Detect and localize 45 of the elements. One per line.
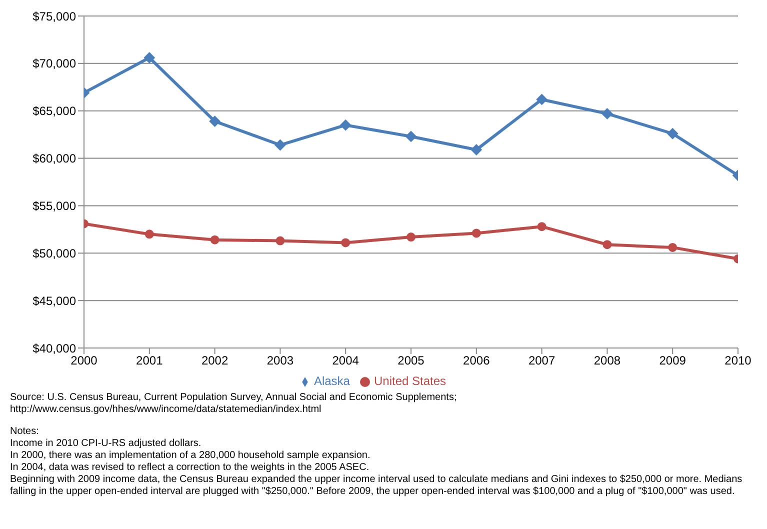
point	[602, 108, 613, 120]
point	[276, 236, 285, 246]
source-note: Source: U.S. Census Bureau, Current Population Survey, Annual Social and Economic Supplements; http://www.census.gov/hhes/www/income/data/statemedian/index.html	[10, 392, 458, 416]
point	[340, 120, 352, 131]
x-tick-label: 2004	[332, 354, 360, 368]
x-tick-label: 2009	[659, 354, 686, 368]
point	[668, 242, 678, 252]
point	[472, 228, 481, 238]
y-tick-label: $40,000	[32, 341, 76, 356]
point	[470, 144, 482, 156]
x-tick-label: 2003	[266, 354, 294, 368]
point	[144, 230, 154, 239]
x-tick-label: 2007	[528, 354, 556, 368]
point	[602, 240, 612, 250]
x-tick-label: 2008	[594, 354, 621, 368]
x-tick-label: 2010	[724, 354, 752, 368]
legend-label: Alaska	[314, 374, 350, 388]
point	[406, 130, 416, 142]
y-tick-label: $50,000	[32, 246, 76, 260]
text: In 2004, data was revised to reflect a correction to the weights in the 2005 ASEC.	[10, 462, 370, 474]
y-tick-label: $55,000	[32, 198, 76, 213]
y-tick-label: $60,000	[32, 152, 76, 166]
y-tick-label: $75,000	[32, 9, 76, 24]
point	[209, 116, 220, 127]
point	[537, 222, 546, 232]
text: In 2000, there was an implementation of a 280,000 household sample expansion.	[10, 450, 372, 462]
point	[667, 128, 678, 140]
y-tick-label: $45,000	[32, 294, 76, 308]
point	[536, 94, 548, 105]
point	[341, 238, 350, 248]
text: Beginning with 2009 income data, the Census Bureau expanded the upper income interval used to calculate medians and Gini indexes to $250,000 or more. Medians falling in the upper open-ended interval are plugged with "$250,000." Before 2009, the upper open-ended interval was $100,000 and a plug of "$100,000" was used.	[10, 474, 744, 498]
point	[406, 232, 416, 242]
x-tick-label: 2006	[463, 354, 490, 368]
y-tick-label: $70,000	[32, 56, 76, 71]
text: Income in 2010 CPI-U-RS adjusted dollars.	[10, 438, 202, 450]
x-tick-label: 2002	[201, 354, 228, 368]
point	[274, 140, 286, 151]
y-tick-label: $65,000	[32, 104, 76, 118]
x-tick-label: 2001	[136, 354, 164, 368]
x-tick-label: 2005	[398, 354, 425, 368]
point	[210, 235, 220, 244]
text: Notes:	[10, 426, 40, 438]
legend-label: United States	[374, 374, 446, 388]
point	[144, 52, 155, 64]
x-tick-label: 2000	[70, 354, 98, 368]
